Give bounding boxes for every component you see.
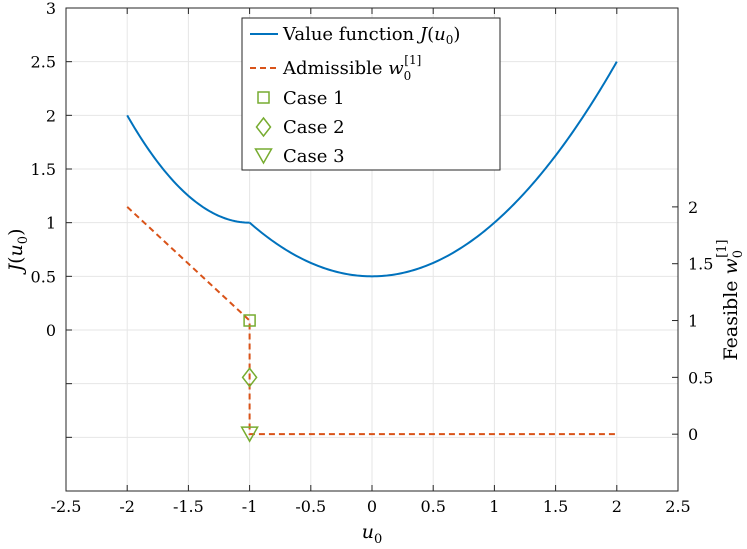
legend-value-math-close: )	[453, 24, 460, 45]
legend-admissible-math-sub: 0	[404, 69, 412, 83]
x-tick-label: 2.5	[665, 497, 690, 516]
left-y-label-open: (	[5, 256, 27, 263]
marker-diamond-3	[241, 367, 258, 388]
x-axis-label: u0	[362, 521, 383, 547]
series-line-1	[126, 206, 617, 436]
legend-value-text: Value function	[282, 24, 420, 45]
legend-admissible-text: Admissible	[282, 58, 388, 79]
x-tick-label: -2.5	[51, 497, 82, 516]
x-tick-label: 1	[489, 497, 499, 516]
x-tick-label: 0	[367, 497, 377, 516]
x-tick-label: -0.5	[295, 497, 326, 516]
legend-value-math-sub: 0	[446, 33, 454, 47]
legend-admissible-math-var: w	[388, 58, 404, 79]
marker-triangle-down-4	[240, 426, 259, 443]
left-y-tick-label: 3	[46, 0, 56, 18]
left-y-tick-label: 1	[46, 214, 56, 233]
left-y-tick-label: 1.5	[31, 160, 56, 179]
legend-box	[241, 17, 501, 171]
marker-square-2	[243, 314, 256, 327]
x-tick-label: -2	[119, 497, 135, 516]
x-tick-label: 1.5	[543, 497, 568, 516]
left-y-tick-label: 2	[46, 106, 56, 125]
legend-marker-case-2	[255, 116, 272, 138]
right-y-label-sub: 0	[731, 250, 746, 258]
left-y-tick-label: 2.5	[31, 53, 56, 72]
right-y-tick-label: 0	[688, 425, 698, 444]
tick-labels: -2.5 -2 -1.5 -1 -0.5 0 0.5 1 1.5 2 2.5 0 0.5 1 1.5 2 2.5…	[31, 0, 714, 516]
left-y-label-var: u	[5, 244, 27, 256]
left-y-tick-label: 0.5	[31, 267, 56, 286]
x-tick-label: 2	[612, 497, 622, 516]
legend-entry-value-function: Value function J(u0)	[282, 24, 460, 47]
left-y-axis-label: J(u0)	[5, 229, 31, 276]
tick-marks	[65, 7, 679, 491]
legend-entry-case-2: Case 2	[283, 117, 345, 138]
x-axis-label-main: u	[362, 521, 374, 543]
left-y-tick-label: 0	[46, 321, 56, 340]
x-tick-label: -1	[242, 497, 258, 516]
right-y-label-prefix: Feasible	[720, 274, 742, 360]
right-y-tick-label: 0.5	[688, 368, 713, 387]
legend-entry-case-1: Case 1	[283, 88, 345, 109]
legend-value-math-main: J	[416, 24, 429, 45]
right-y-label-sup: [1]	[715, 239, 730, 257]
left-y-label-sub: 0	[16, 236, 31, 244]
legend-value-math-var: u	[434, 24, 446, 45]
legend-marker-case-3	[254, 148, 273, 165]
legend-admissible-math-sup: [1]	[404, 53, 421, 67]
left-y-label-close: )	[5, 229, 27, 236]
x-tick-label: 0.5	[420, 497, 445, 516]
series-line-0	[126, 61, 618, 278]
right-y-tick-label: 2	[688, 198, 698, 217]
legend-entry-admissible: Admissible w0 [1]	[282, 53, 421, 83]
legend: Value function J(u0) Admissible w0[1] Ca…	[241, 17, 501, 171]
left-y-label-main: J	[5, 263, 27, 276]
x-axis-label-sub: 0	[374, 532, 382, 547]
legend-entry-case-3: Case 3	[283, 146, 345, 167]
legend-value-math-open: (	[427, 24, 434, 45]
right-y-label-var: w	[720, 258, 742, 274]
right-y-axis-label: Feasible w0[1]	[715, 239, 746, 360]
legend-marker-case-1	[257, 91, 270, 104]
series-layer	[126, 61, 618, 443]
right-y-tick-label: 1	[688, 312, 698, 331]
x-tick-label: -1.5	[173, 497, 204, 516]
right-y-tick-label: 1.5	[688, 255, 713, 274]
